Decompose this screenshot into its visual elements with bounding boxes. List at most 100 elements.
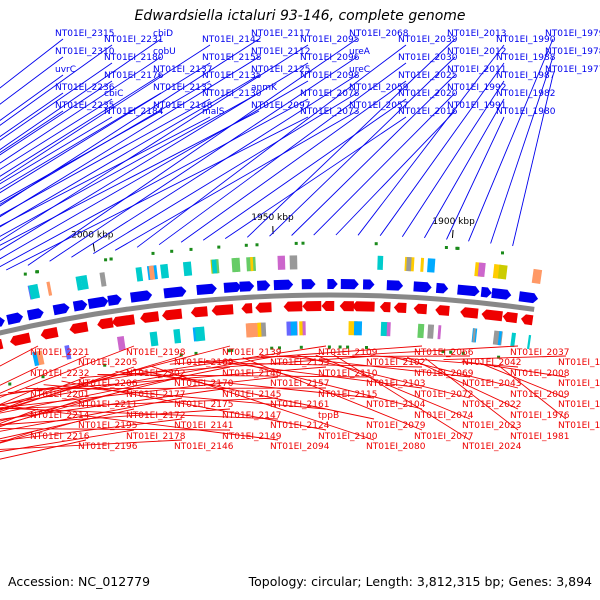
scale-tick xyxy=(451,229,454,238)
callout-line xyxy=(0,80,113,156)
gene-label: NT01EI_2020 xyxy=(398,89,458,99)
forward-rna-mark xyxy=(455,246,459,250)
gene-label: NT01EI_2008 xyxy=(510,369,570,379)
reverse-gene xyxy=(190,306,208,318)
gene-label: NT01EI_1977 xyxy=(545,65,600,75)
map-title: Edwardsiella ictaluri 93-146, complete g… xyxy=(134,8,466,24)
forward-feature-block xyxy=(211,259,218,274)
forward-feature-block xyxy=(377,255,384,270)
gene-label: NT01EI_2310 xyxy=(55,47,115,57)
reverse-feature-block xyxy=(510,332,517,348)
reverse-feature-block xyxy=(437,325,442,340)
gene-label: NT01EI_2137 xyxy=(153,65,212,75)
gene-label: NT01EI_2202 xyxy=(126,369,185,379)
reverse-callouts: NT01EI_2221NT01EI_2232NT01EI_2201NT01EI_… xyxy=(0,345,600,460)
reverse-rna-mark xyxy=(365,346,368,349)
reverse-rna-mark xyxy=(461,351,465,355)
forward-rna-mark xyxy=(151,251,155,255)
forward-gene xyxy=(273,279,294,291)
reverse-rna-mark xyxy=(230,348,234,352)
gene-label: cbiC xyxy=(104,89,123,99)
callout-line xyxy=(0,44,211,182)
forward-gene xyxy=(72,300,88,312)
callout-line xyxy=(497,364,567,420)
forward-callouts: NT01EI_2315 NT01EI_2310 uvrC NT01EI_2236 NT0… xyxy=(0,29,600,271)
reverse-rna-mark xyxy=(270,346,274,350)
reverse-gene xyxy=(352,301,375,312)
reverse-rna-mark xyxy=(441,350,445,354)
gene-label: NT01EI_1985 xyxy=(558,400,600,410)
callout-line xyxy=(0,376,183,422)
callout-line xyxy=(379,62,505,237)
gene-label: NT01EI_2079 xyxy=(366,421,426,431)
reverse-gene xyxy=(339,301,354,312)
callout-line xyxy=(333,354,471,441)
callout-line xyxy=(0,116,113,185)
reverse-gene xyxy=(211,304,234,316)
gene-label: NT01EI_2206 xyxy=(78,379,138,389)
forward-gene xyxy=(256,280,271,291)
callout-line xyxy=(291,74,456,236)
forward-rna-mark xyxy=(36,270,39,274)
callout-line xyxy=(490,56,554,244)
callout-line xyxy=(158,62,407,246)
gene-label: ureA xyxy=(349,47,371,57)
gene-label: NT01EI_1978 xyxy=(545,47,600,57)
callout-line xyxy=(0,428,231,431)
gene-label: NT01EI_2169 xyxy=(174,358,234,368)
callout-line xyxy=(5,116,309,271)
callout-line xyxy=(0,98,211,216)
callout-line xyxy=(443,355,567,361)
reverse-feature-block xyxy=(353,321,363,336)
reverse-rna-mark xyxy=(103,363,107,367)
gene-label: NT01EI_1980 xyxy=(496,107,556,117)
gene-label: NT01EI_2100 xyxy=(318,432,378,442)
reverse-gene xyxy=(321,301,335,312)
reverse-feature-block xyxy=(289,321,298,336)
forward-feature-block xyxy=(135,266,144,282)
gene-label: NT01EI_2110 xyxy=(318,369,378,379)
callout-line xyxy=(357,44,505,236)
reverse-feature-block xyxy=(32,351,40,367)
forward-gene xyxy=(26,308,44,321)
reverse-feature-block xyxy=(64,345,72,360)
forward-gene xyxy=(327,279,338,290)
reverse-rna-mark xyxy=(327,345,331,349)
callout-line xyxy=(224,116,407,239)
callout-line xyxy=(0,418,183,442)
gene-label: NT01EI_2039 xyxy=(398,35,458,45)
gene-label: NT01EI_2140 xyxy=(222,369,282,379)
gene-label: NT01EI_2059 xyxy=(349,83,409,93)
gene-label: NT01EI_2023 xyxy=(462,421,521,431)
reverse-feature-block xyxy=(257,322,262,337)
reverse-feature-block xyxy=(302,321,306,336)
forward-gene xyxy=(362,279,375,290)
reverse-gene xyxy=(10,332,31,346)
gene-label: NT01EI_2214 xyxy=(30,411,90,421)
gene-label: NT01EI_2205 xyxy=(78,358,137,368)
gene-label: NT01EI_2078 xyxy=(300,89,360,99)
callout-line xyxy=(0,407,279,420)
gene-label: NT01EI_2161 xyxy=(270,400,329,410)
callout-line xyxy=(0,44,309,242)
reverse-gene xyxy=(502,311,518,324)
reverse-feature-block xyxy=(497,331,503,346)
gene-label: NT01EI_2025 xyxy=(398,71,457,81)
callout-line xyxy=(79,355,375,379)
feature-rings xyxy=(0,241,543,386)
gene-label: NT01EI_2077 xyxy=(414,432,473,442)
gene-label: NT01EI_2094 xyxy=(270,442,330,452)
callout-line xyxy=(0,116,211,227)
gene-label: NT01EI_1988 xyxy=(496,53,556,63)
forward-rna-mark xyxy=(23,272,27,276)
reverse-feature-block xyxy=(427,324,435,339)
gene-label: NT01EI_2097 xyxy=(251,101,310,111)
forward-feature-block xyxy=(406,256,412,272)
reverse-rna-mark xyxy=(194,351,198,355)
gene-label: NT01EI_2236 xyxy=(55,83,115,93)
callout-line xyxy=(93,92,358,254)
forward-gene xyxy=(301,279,316,290)
gene-label: NT01EI_2066 xyxy=(414,348,474,358)
callout-line xyxy=(0,345,39,367)
forward-gene xyxy=(196,283,217,296)
